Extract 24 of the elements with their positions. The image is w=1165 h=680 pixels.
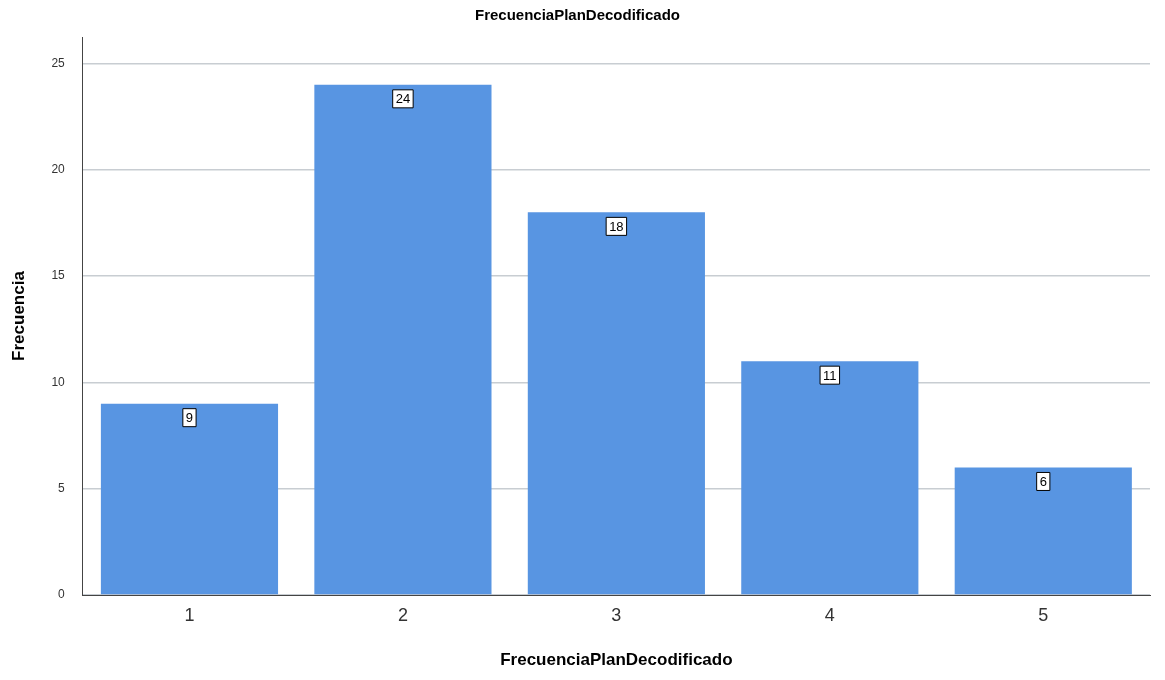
- data-label: 11: [823, 367, 837, 383]
- bar: [100, 403, 279, 595]
- x-tick-label: 1: [184, 604, 195, 625]
- y-tick-label: 10: [51, 374, 66, 389]
- x-tick-label: 5: [1038, 604, 1049, 625]
- x-tick-label: 4: [824, 604, 835, 625]
- x-tick-label: 2: [397, 604, 408, 625]
- bar: [741, 361, 919, 595]
- y-tick-label: 20: [51, 162, 66, 177]
- y-tick-label: 0: [58, 587, 66, 602]
- bar: [527, 212, 705, 595]
- bar: [954, 467, 1132, 595]
- y-tick-label: 15: [51, 268, 66, 283]
- data-label: 6: [1039, 474, 1047, 490]
- x-tick-label: 3: [611, 604, 622, 625]
- x-axis-title: FrecuenciaPlanDecodificado: [500, 650, 733, 670]
- bar: [314, 84, 492, 595]
- y-tick-label: 5: [58, 481, 66, 496]
- chart-title: FrecuenciaPlanDecodificado: [474, 6, 681, 24]
- y-tick-label: 25: [51, 55, 66, 70]
- y-axis-title: Frecuencia: [8, 270, 28, 361]
- data-label: 9: [185, 410, 194, 426]
- data-label: 24: [395, 91, 411, 107]
- data-label: 18: [609, 218, 624, 234]
